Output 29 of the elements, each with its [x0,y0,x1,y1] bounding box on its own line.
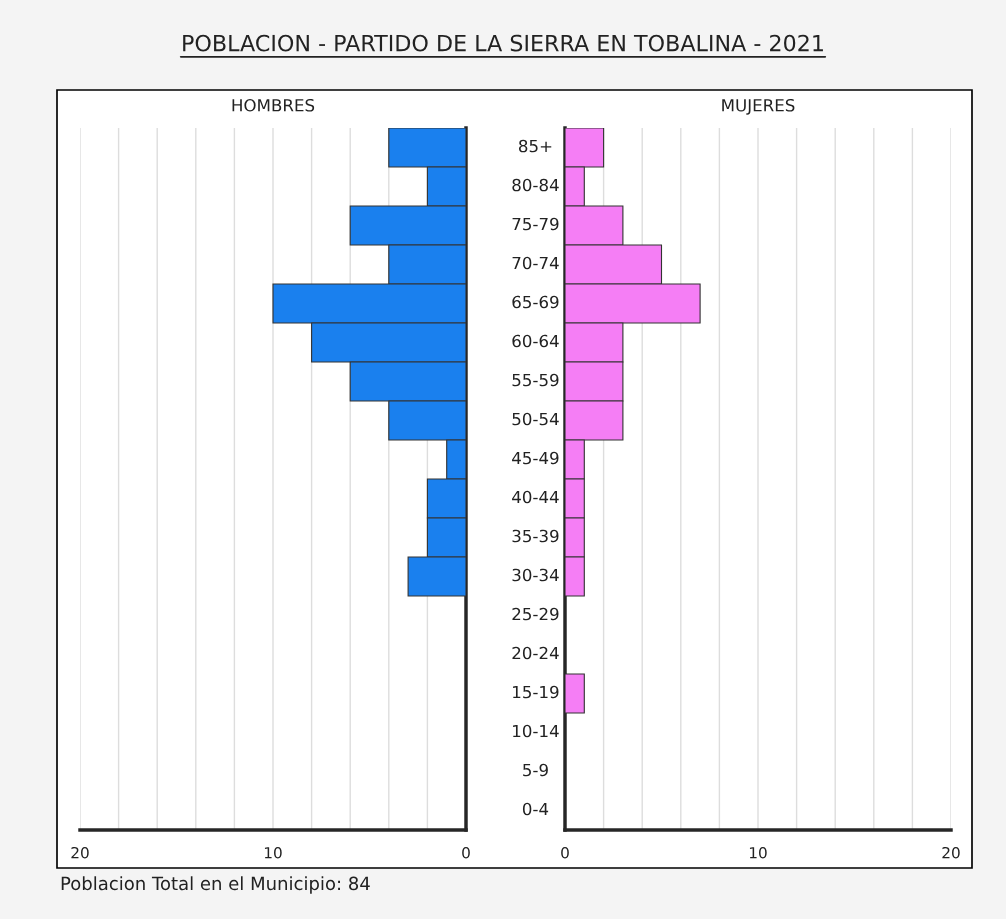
y-tick-label: 35-39 [512,529,559,543]
y-tick-label: 80-84 [512,178,559,192]
x-tick-label: 20 [71,846,89,859]
y-tick-label: 5-9 [523,763,548,777]
y-tick-label: 65-69 [512,295,559,309]
y-tick-label: 30-34 [512,568,559,582]
text: HOMBRES [232,98,315,112]
chart-title: POBLACION - PARTIDO DE LA SIERRA EN TOBALINA - 2021 [183,34,823,52]
bar [565,673,585,714]
y-tick-label: 25-29 [512,607,559,621]
x-tick-label: 10 [749,846,767,859]
y-tick-label: 85+ [518,139,552,153]
x-tick-label: 0 [462,846,470,859]
text: MUJERES [722,98,795,115]
x-tick-label: 20 [942,846,960,859]
x-tick-label: 10 [264,846,282,859]
y-tick-label: 10-14 [513,724,559,738]
y-tick-label: 15-19 [513,685,559,699]
y-tick-label: 0-4 [522,802,549,816]
y-tick-label: 20-24 [512,646,559,660]
y-tick-label: 45-49 [512,451,559,465]
y-tick-label: 55-59 [512,373,559,387]
y-tick-label: 50-54 [512,412,559,426]
y-tick-label: 40-44 [512,490,559,504]
y-tick-label: 70-74 [512,256,559,270]
y-tick-label: 75-79 [512,217,559,231]
y-tick-label: 60-64 [512,334,559,348]
text: Poblacion Total en el Municipio: 84 [61,876,370,894]
x-tick-label: 0 [561,846,569,859]
